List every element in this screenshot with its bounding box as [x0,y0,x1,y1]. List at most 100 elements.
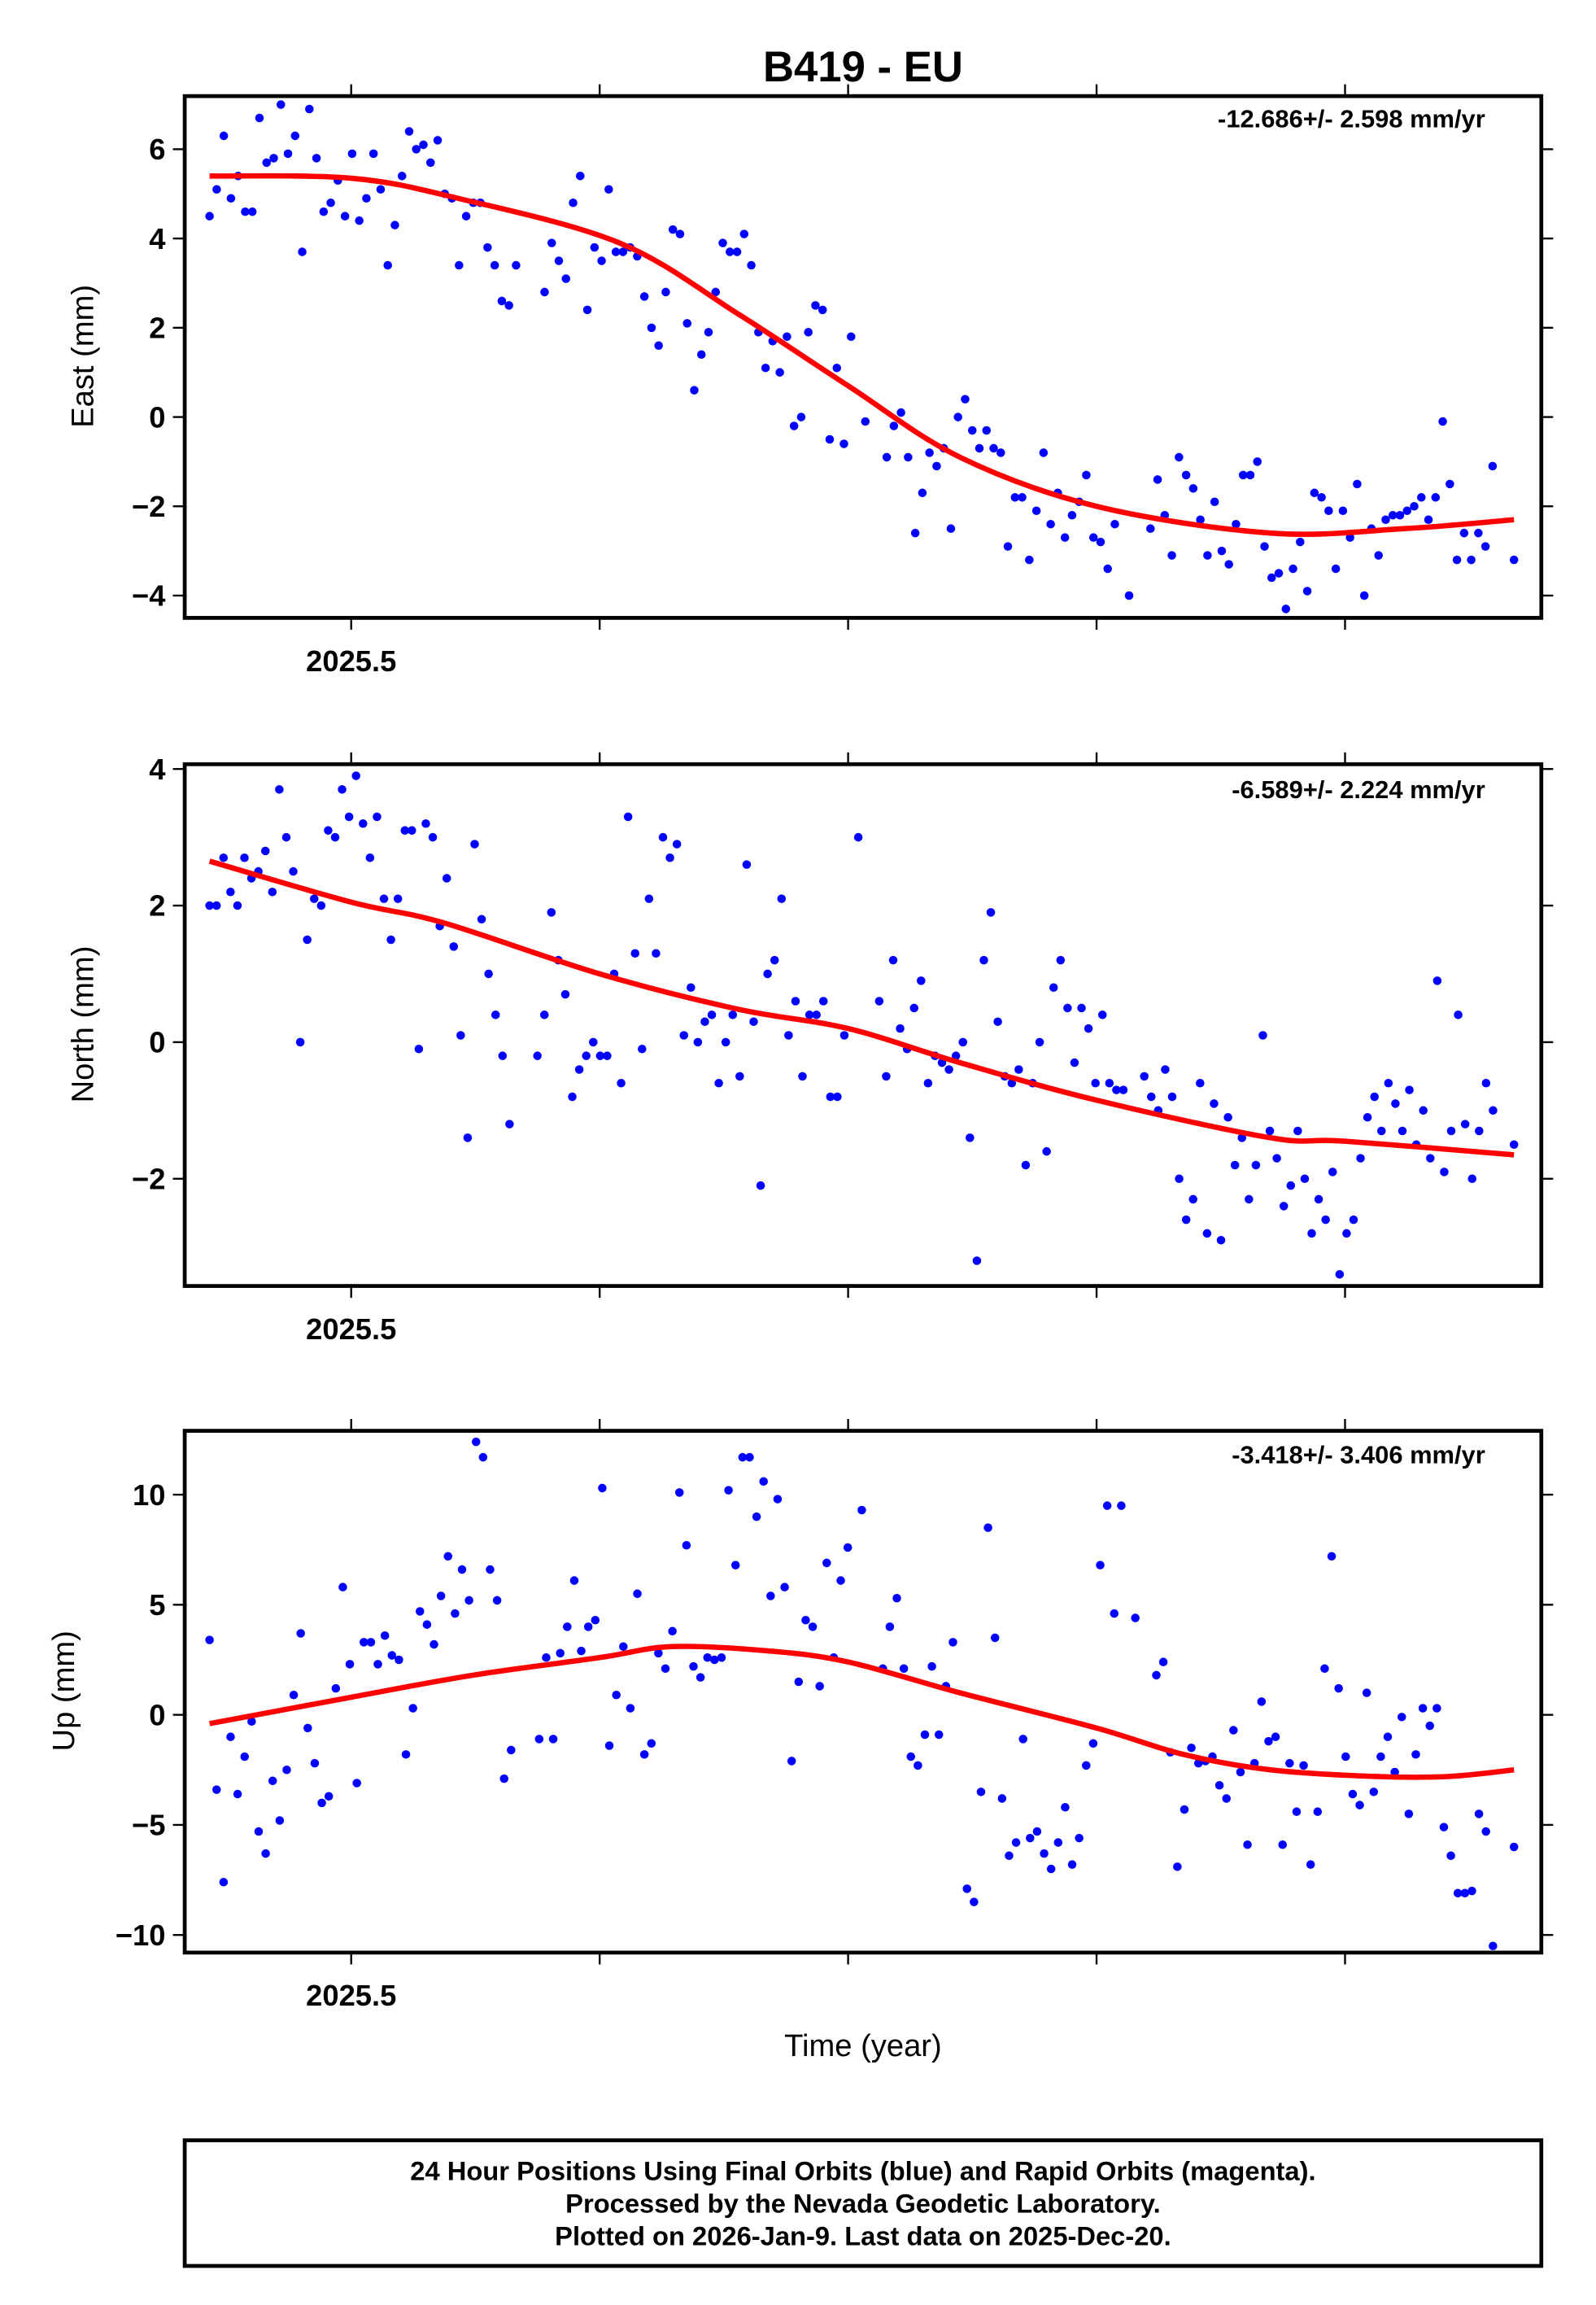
north-data-point [1181,1215,1191,1225]
up-data-point [1075,1833,1084,1843]
east-data-point [811,301,820,310]
north-data-point [1440,1168,1449,1177]
north-data-point [1279,1202,1289,1211]
north-data-point [923,1078,933,1088]
north-data-point [1077,1003,1086,1013]
east-data-point [1196,515,1205,524]
north-data-point [574,1065,584,1074]
up-fit-curve [209,1644,1515,1780]
up-data-point [1362,1688,1371,1697]
up-data-point [906,1752,916,1761]
up-data-point [205,1635,214,1644]
east-data-point [1474,528,1483,538]
east-data-point [1446,479,1454,489]
up-data-point [331,1683,341,1693]
east-data-point [1010,493,1020,502]
east-data-point [726,247,735,256]
east-data-point [1025,555,1034,565]
east-data-point [896,408,905,417]
east-data-point [1353,479,1362,489]
up-data-point [976,1788,986,1796]
up-data-point [1355,1801,1364,1810]
north-data-point [1432,976,1442,985]
east-data-point [1331,564,1341,574]
east-data-point [283,149,293,159]
up-data-point [682,1541,691,1550]
east-xtick-label: 2025.5 [306,644,396,678]
north-data-point [1370,1092,1379,1102]
east-data-point [1167,551,1176,560]
up-data-point [275,1816,285,1825]
figure-title: B419 - EU [763,43,963,91]
east-data-point [298,247,307,256]
east-data-point [561,274,571,283]
panel-up: 2025.5 10 5 0 −5 −10 Up (mm) -3.418+/- 3.406 … [46,1419,1554,2012]
up-data-point [471,1437,481,1447]
north-data-point [756,1181,765,1190]
east-data-point [1424,515,1433,524]
up-data-point [1425,1721,1434,1731]
up-data-point [499,1774,508,1783]
east-data-point [1345,533,1354,542]
east-data-point [1046,519,1055,529]
north-data-point [205,901,214,910]
north-data-point [979,955,988,965]
north-frame [182,762,1544,1288]
north-data-point [1042,1146,1051,1156]
east-data-point [1103,564,1112,574]
north-data-point [386,935,395,945]
up-data-point [352,1779,361,1788]
east-data-point [433,136,443,145]
up-data-point [345,1660,355,1669]
north-data-point [421,819,430,828]
east-data-point [368,149,378,159]
east-data-point [1296,537,1305,547]
north-data-point [1161,1065,1170,1074]
east-data-point [618,247,628,256]
north-data-point [603,1051,612,1060]
east-data-point [212,185,221,194]
up-data-point [780,1583,789,1591]
east-data-point [1153,475,1162,484]
up-data-point [696,1673,705,1682]
north-data-point [1426,1154,1435,1163]
north-data-point [972,1256,982,1265]
north-data-point [623,812,633,822]
north-data-point [295,1037,305,1047]
east-data-point [425,158,435,168]
up-data-point [1278,1840,1287,1849]
east-data-point [1217,546,1227,556]
up-data-point [282,1766,291,1775]
east-data-point [1003,542,1013,551]
east-data-point [1402,506,1412,516]
north-data-point [211,901,221,910]
up-data-point [647,1739,656,1748]
east-data-point [1459,528,1469,538]
up-data-point [247,1717,256,1727]
north-data-point [874,997,884,1006]
up-data-point [927,1661,936,1671]
up-data-point [1180,1805,1189,1814]
up-data-point [1481,1827,1490,1836]
east-data-point [761,363,770,373]
up-data-point [556,1648,565,1658]
east-data-point [1289,564,1297,574]
north-data-point [1328,1168,1337,1177]
north-data-point [1223,1112,1232,1122]
up-ytick-label: 5 [149,1588,165,1622]
up-data-point [451,1609,460,1618]
up-data-point [1088,1739,1098,1748]
up-data-point [970,1897,979,1906]
north-data-point [679,1031,689,1040]
north-data-point [226,887,235,897]
up-data-point [892,1593,901,1603]
north-data-point [484,969,493,979]
east-ytick-label: 0 [149,400,165,434]
east-data-point [832,363,842,373]
north-data-point [393,894,403,903]
east-data-point [1509,555,1519,565]
up-data-point [1053,1838,1063,1847]
east-data-point [590,242,600,252]
north-data-point [728,1011,738,1019]
east-data-point [989,443,998,453]
